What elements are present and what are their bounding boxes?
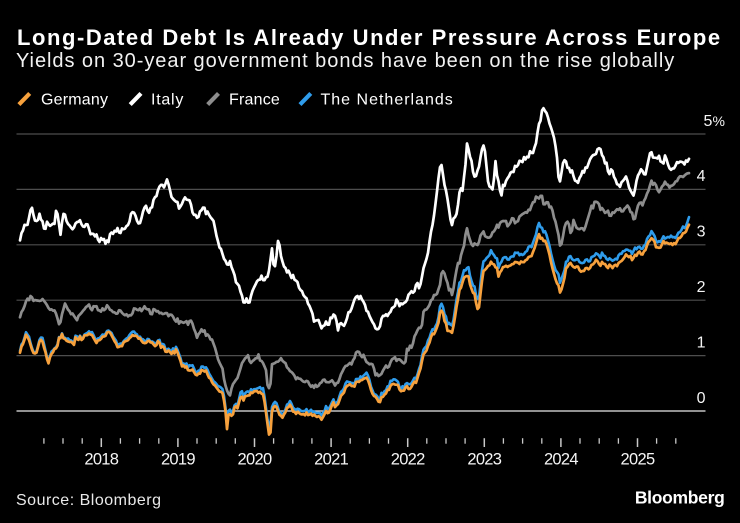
svg-text:2020: 2020: [238, 451, 272, 469]
svg-text:1: 1: [697, 334, 706, 351]
svg-text:5: 5: [704, 113, 713, 130]
svg-text:0: 0: [697, 390, 706, 407]
svg-text:Bloomberg: Bloomberg: [635, 488, 725, 508]
svg-text:2022: 2022: [391, 451, 425, 469]
svg-text:%: %: [713, 113, 725, 129]
svg-text:France: France: [229, 92, 280, 109]
svg-text:4: 4: [697, 168, 706, 185]
svg-text:2021: 2021: [314, 451, 348, 469]
svg-text:2024: 2024: [544, 451, 578, 469]
svg-text:3: 3: [697, 224, 706, 241]
svg-text:Italy: Italy: [151, 92, 184, 109]
svg-text:2019: 2019: [161, 451, 195, 469]
svg-text:2: 2: [697, 279, 706, 296]
svg-text:Germany: Germany: [41, 92, 108, 109]
svg-text:The Netherlands: The Netherlands: [321, 92, 454, 109]
svg-text:2023: 2023: [467, 451, 501, 469]
svg-text:Source: Bloomberg: Source: Bloomberg: [16, 492, 161, 509]
svg-text:2018: 2018: [84, 451, 118, 469]
svg-text:2025: 2025: [621, 451, 655, 469]
